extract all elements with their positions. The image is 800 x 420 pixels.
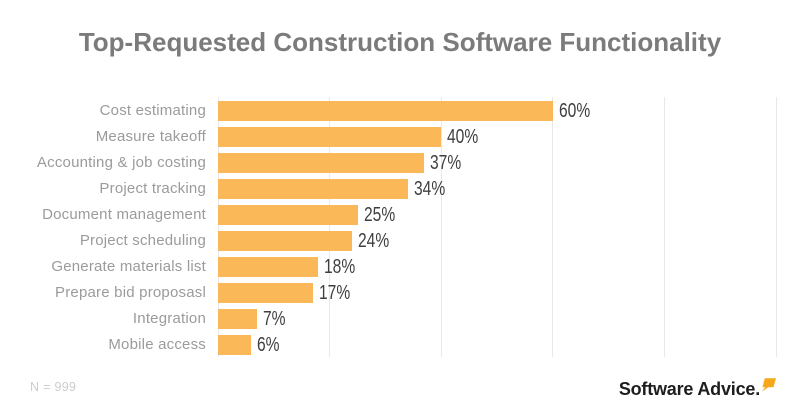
gridline <box>663 97 665 357</box>
value-label: 24% <box>357 230 390 252</box>
bar <box>218 257 319 277</box>
bar <box>218 231 352 251</box>
bar <box>218 179 408 199</box>
bar-row: 24% <box>218 228 776 254</box>
gridline <box>329 97 331 357</box>
category-label: Measure takeoff <box>95 128 206 145</box>
value-label: 40% <box>447 126 479 148</box>
category-label: Project scheduling <box>79 232 206 249</box>
chart-title: Top-Requested Construction Software Func… <box>78 27 722 57</box>
bar-row: 34% <box>218 176 776 202</box>
gridline <box>775 97 777 357</box>
bar <box>218 101 553 121</box>
bar-rows: 60% 40% 37% 34% 25% 24% 18% 17% 7% 6% <box>218 98 776 357</box>
bar-row: 25% <box>218 202 776 228</box>
category-label: Integration <box>132 310 206 327</box>
brand-logo-text: Software Advice. <box>618 379 760 399</box>
category-label: Project tracking <box>99 180 206 197</box>
bar <box>218 309 258 329</box>
value-label: 17% <box>318 282 351 304</box>
chart-plot: 60% 40% 37% 34% 25% 24% 18% 17% 7% 6% <box>217 97 777 357</box>
value-label: 6% <box>257 334 281 356</box>
bar <box>218 153 425 173</box>
bar-row: 60% <box>218 98 776 124</box>
category-label: Document management <box>42 206 206 223</box>
speech-bubble-icon <box>761 378 776 392</box>
value-label: 34% <box>413 178 445 200</box>
value-label: 25% <box>363 204 395 226</box>
bar-row: 18% <box>218 254 776 280</box>
bar <box>218 335 252 355</box>
brand-logo: Software Advice. <box>618 378 776 399</box>
value-label: 37% <box>430 152 462 174</box>
gridline <box>217 97 219 357</box>
bar-row: 17% <box>218 280 776 306</box>
sample-size-note: N = 999 <box>30 380 77 394</box>
value-label: 7% <box>263 308 286 330</box>
bar <box>218 283 313 303</box>
gridline <box>552 97 554 357</box>
bar <box>218 205 358 225</box>
category-label: Prepare bid proposasl <box>55 284 206 301</box>
category-label: Cost estimating <box>99 102 206 119</box>
bar <box>218 127 442 147</box>
bar-row: 6% <box>218 332 776 358</box>
category-label: Mobile access <box>108 336 206 353</box>
value-label: 60% <box>558 100 591 122</box>
value-label: 18% <box>324 256 356 278</box>
bar-row: 37% <box>218 150 776 176</box>
gridline <box>440 97 442 357</box>
bar-row: 7% <box>218 306 776 332</box>
bar-row: 40% <box>218 124 776 150</box>
category-label: Accounting & job costing <box>36 154 206 171</box>
category-label: Generate materials list <box>51 258 206 275</box>
